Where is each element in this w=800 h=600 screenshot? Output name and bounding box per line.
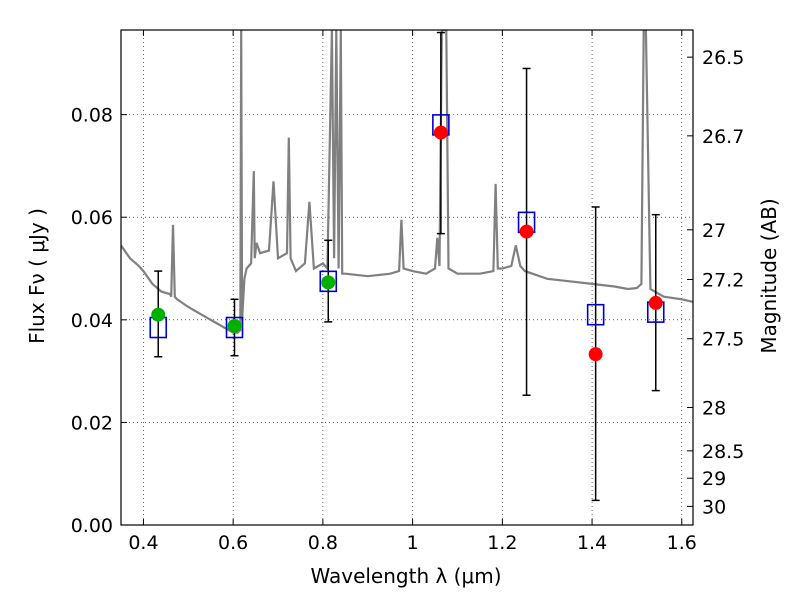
y2-tick-label: 27	[702, 220, 726, 242]
grid	[121, 30, 693, 525]
x-tick-label: 1	[407, 532, 419, 554]
model-band-square-layer	[149, 114, 665, 339]
x-tick-label: 1.4	[577, 532, 607, 554]
x-tick-label: 1.6	[667, 532, 697, 554]
errorbar-layer	[154, 31, 660, 502]
model-spectrum-layer	[121, 30, 693, 334]
model-band-square	[225, 316, 244, 339]
photometry-point-layer	[151, 125, 663, 362]
y2-tick-label: 28	[702, 397, 726, 419]
x-axis: 0.4 0.6 0.8 1 1.2 1.4 1.6	[128, 30, 697, 554]
y-tick-label: 0.02	[71, 412, 113, 434]
model-spectrum-line	[121, 30, 693, 334]
y-tick-label: 0.00	[71, 515, 113, 537]
photometry-point	[519, 224, 534, 239]
photometry-point	[648, 295, 663, 310]
y-tick-label: 0.04	[71, 310, 113, 332]
photometry-point	[433, 125, 448, 140]
y2-tick-label: 30	[702, 496, 726, 518]
y2-tick-label: 26.7	[702, 126, 744, 148]
y-tick-label: 0.06	[71, 207, 113, 229]
detection-point	[151, 307, 166, 322]
x-tick-label: 0.4	[128, 532, 158, 554]
y2-tick-label: 27.5	[702, 329, 744, 351]
y2-tick-label: 28.5	[702, 441, 744, 463]
y2-tick-label: 27.2	[702, 269, 744, 291]
detection-point	[227, 318, 242, 333]
y-tick-label: 0.08	[71, 105, 113, 127]
y-axis-right: 26.5 26.7 27 27.2 27.5 28 28.5 29 30	[687, 47, 744, 518]
plot-frame	[120, 29, 694, 526]
y2-tick-label: 29	[702, 468, 726, 490]
x-axis-title: Wavelength λ (μm)	[310, 564, 501, 588]
model-band-square	[586, 303, 605, 326]
y2-tick-label: 26.5	[702, 47, 744, 69]
photometry-point	[588, 347, 603, 362]
plot-border	[120, 29, 694, 526]
detection-point	[321, 275, 336, 290]
y-axis-title: Flux Fν ( μJy )	[25, 208, 49, 344]
y2-axis-title: Magnitude (AB)	[757, 198, 781, 353]
x-tick-label: 1.2	[487, 532, 517, 554]
x-tick-label: 0.8	[308, 532, 338, 554]
model-band-square	[319, 270, 338, 293]
x-tick-label: 0.6	[218, 532, 248, 554]
y-axis-left: 0.00 0.02 0.04 0.06 0.08	[71, 105, 127, 537]
